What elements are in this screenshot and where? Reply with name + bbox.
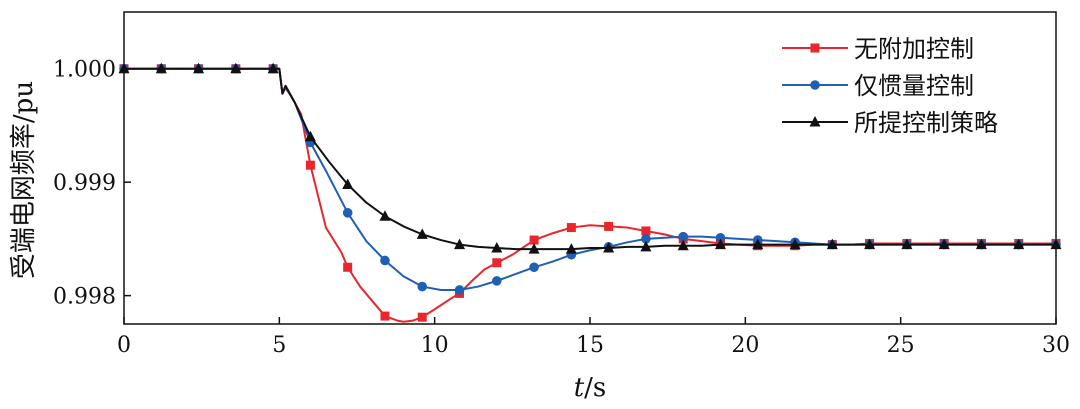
x-tick-label: 30 bbox=[1042, 333, 1070, 358]
data-point bbox=[417, 312, 427, 322]
data-point bbox=[230, 62, 242, 74]
data-point bbox=[529, 262, 539, 273]
data-point bbox=[565, 243, 577, 254]
data-point bbox=[380, 311, 390, 321]
legend-swatch-marker bbox=[810, 43, 820, 53]
data-point bbox=[380, 255, 390, 266]
data-point bbox=[864, 238, 876, 250]
data-point bbox=[603, 241, 615, 253]
data-point bbox=[901, 238, 913, 250]
data-point bbox=[677, 239, 689, 251]
data-point bbox=[975, 238, 987, 250]
data-point bbox=[193, 62, 205, 74]
x-tick-label: 20 bbox=[731, 333, 759, 358]
data-point bbox=[454, 285, 465, 295]
data-point bbox=[304, 130, 316, 142]
data-point bbox=[416, 228, 428, 239]
legend-label: 仅惯量控制 bbox=[854, 72, 974, 100]
x-tick-label: 25 bbox=[887, 333, 915, 358]
data-point bbox=[343, 262, 353, 272]
data-point bbox=[492, 258, 502, 268]
data-point bbox=[454, 238, 466, 250]
data-point bbox=[267, 62, 279, 74]
data-point bbox=[640, 240, 652, 252]
legend-swatch-marker bbox=[810, 80, 820, 90]
x-axis-label-unit: /s bbox=[584, 373, 606, 403]
data-point bbox=[528, 243, 540, 254]
x-axis-ticks: 0 5 10 15 20 25 30 bbox=[117, 317, 1070, 358]
data-point bbox=[566, 223, 576, 233]
series-line bbox=[124, 67, 1056, 323]
legend-entry: 仅惯量控制 bbox=[782, 72, 974, 100]
data-point bbox=[342, 208, 353, 218]
x-tick-label: 10 bbox=[421, 333, 449, 358]
data-point bbox=[641, 226, 651, 236]
y-tick-label: 0.998 bbox=[53, 285, 116, 310]
legend-swatch-marker bbox=[809, 116, 821, 127]
data-point bbox=[714, 238, 726, 250]
legend-label: 所提控制策略 bbox=[854, 109, 998, 137]
y-tick-label: 1.000 bbox=[53, 58, 116, 83]
series-line bbox=[124, 67, 1056, 291]
data-point bbox=[491, 241, 503, 253]
data-point bbox=[379, 210, 391, 221]
data-point bbox=[938, 238, 950, 250]
data-point bbox=[826, 238, 838, 250]
x-axis-label-var: t bbox=[574, 373, 585, 403]
data-point bbox=[342, 178, 354, 189]
y-tick-label: 0.999 bbox=[53, 171, 116, 196]
data-point bbox=[752, 238, 764, 250]
x-tick-label: 15 bbox=[576, 333, 604, 358]
x-axis-label: t/s bbox=[574, 373, 607, 403]
data-point bbox=[715, 232, 726, 243]
legend-entry: 所提控制策略 bbox=[782, 109, 998, 137]
data-point bbox=[529, 235, 539, 245]
data-point bbox=[1013, 238, 1025, 250]
data-point bbox=[604, 221, 614, 231]
data-point bbox=[305, 160, 315, 170]
legend-entry: 无附加控制 bbox=[782, 35, 974, 63]
data-point bbox=[417, 281, 428, 292]
x-tick-label: 5 bbox=[272, 333, 286, 358]
series-layer bbox=[118, 62, 1062, 323]
y-axis-label: 受端电网频率/pu bbox=[9, 81, 39, 279]
data-point bbox=[155, 62, 167, 74]
data-point bbox=[641, 234, 651, 244]
series-1 bbox=[119, 64, 1061, 323]
data-point bbox=[678, 231, 688, 242]
data-point bbox=[118, 62, 130, 74]
y-axis-ticks: 0.998 0.999 1.000 bbox=[53, 58, 131, 310]
legend-label: 无附加控制 bbox=[854, 35, 974, 63]
data-point bbox=[789, 238, 801, 250]
data-point bbox=[492, 276, 502, 286]
series-3 bbox=[118, 62, 1062, 254]
data-point bbox=[1050, 238, 1062, 250]
x-tick-label: 0 bbox=[117, 333, 131, 358]
